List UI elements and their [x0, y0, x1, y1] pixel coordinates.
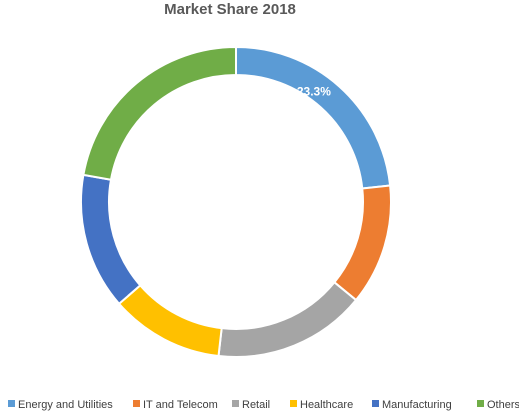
legend-label-energy-and-utilities: Energy and Utilities [18, 399, 113, 411]
legend-swatch-retail [232, 400, 239, 407]
legend-label-others: Others [487, 399, 519, 411]
chart-title: Market Share 2018 [164, 1, 296, 18]
legend-swatch-others [477, 400, 484, 407]
legend-item-energy-and-utilities: Energy and Utilities [8, 398, 113, 412]
legend-swatch-energy-and-utilities [8, 400, 15, 407]
legend-item-manufacturing: Manufacturing [372, 398, 452, 412]
legend-item-healthcare: Healthcare [290, 398, 353, 412]
legend-label-manufacturing: Manufacturing [382, 399, 452, 411]
data-label-energy-and-utilities: 23.3% [297, 85, 331, 99]
legend: Energy and Utilities IT and Telecom Retail… [8, 398, 519, 412]
legend-item-retail: Retail [232, 398, 270, 412]
legend-label-it-and-telecom: IT and Telecom [143, 399, 218, 411]
legend-label-healthcare: Healthcare [300, 399, 354, 411]
legend-item-others: Others [477, 398, 519, 412]
slice-it-and-telecom [332, 184, 392, 302]
slice-others [82, 45, 237, 181]
legend-swatch-healthcare [290, 400, 297, 407]
legend-item-it-and-telecom: IT and Telecom [133, 398, 218, 412]
slice-manufacturing [80, 173, 142, 306]
donut-plot: 23.3% [80, 45, 392, 358]
slice-retail [217, 280, 358, 358]
legend-swatch-manufacturing [372, 400, 379, 407]
legend-label-retail: Retail [242, 399, 271, 411]
slice-energy-and-utilities [235, 45, 392, 190]
legend-swatch-it-and-telecom [133, 400, 140, 407]
slice-healthcare [117, 283, 223, 358]
